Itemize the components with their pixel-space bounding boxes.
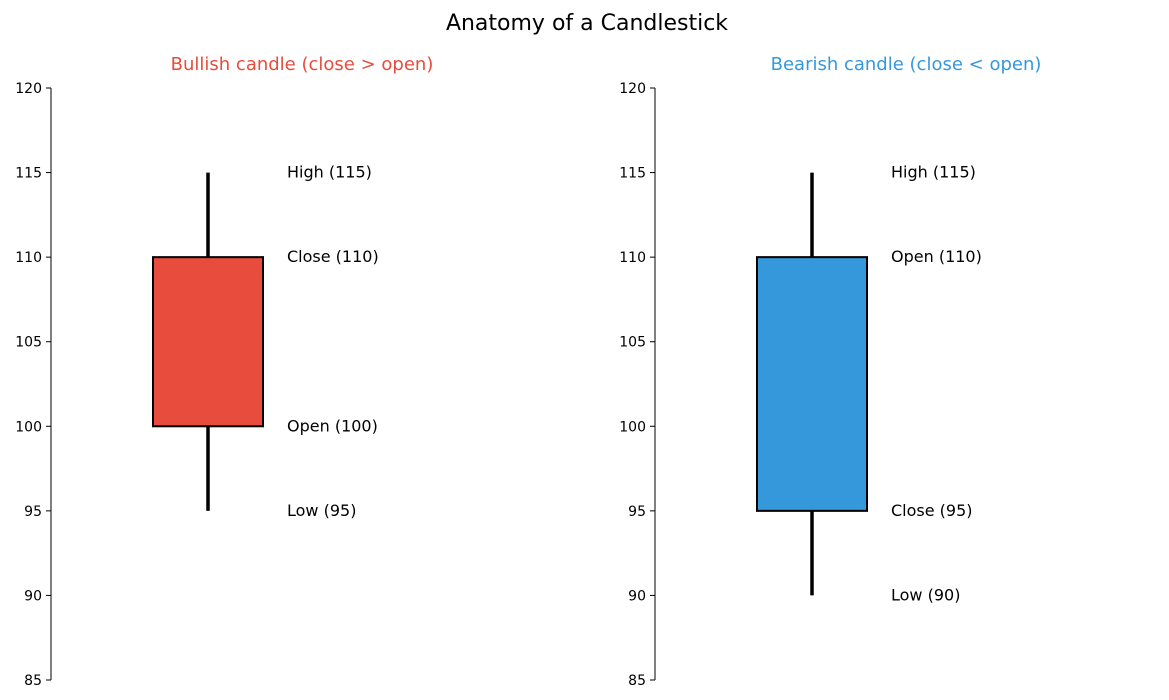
annotation-label: Low (90) <box>891 585 960 604</box>
annotation-label: Open (110) <box>891 247 982 266</box>
bullish-panel: Bullish candle (close > open) 85 90 95 100 10… <box>15 54 433 689</box>
annotation-label: Open (100) <box>287 416 378 435</box>
y-tick-label: 120 <box>619 81 646 97</box>
y-tick-label: 120 <box>15 81 42 97</box>
annotation-label: Low (95) <box>287 501 356 520</box>
y-tick-label: 110 <box>15 250 42 266</box>
panel-title: Bullish candle (close > open) <box>171 54 434 75</box>
y-tick-label: 90 <box>24 588 42 604</box>
y-tick-label: 110 <box>619 250 646 266</box>
y-tick-label: 95 <box>24 504 42 520</box>
y-tick-label: 85 <box>24 673 42 689</box>
figure-title: Anatomy of a Candlestick <box>446 11 728 36</box>
y-tick-label: 105 <box>619 335 646 351</box>
y-tick-label: 115 <box>619 166 646 182</box>
candle-body <box>756 256 868 512</box>
panel-title: Bearish candle (close < open) <box>771 54 1042 75</box>
y-tick-label: 95 <box>628 504 646 520</box>
bearish-panel: Bearish candle (close < open) 85 90 95 100 10… <box>619 54 1041 689</box>
annotation-label: High (115) <box>891 163 976 182</box>
annotation-label: Close (95) <box>891 501 973 520</box>
y-tick-label: 85 <box>628 673 646 689</box>
y-tick-label: 100 <box>619 419 646 435</box>
y-tick-label: 100 <box>15 419 42 435</box>
y-tick-label: 105 <box>15 335 42 351</box>
candle-body <box>152 256 264 428</box>
annotation-label: High (115) <box>287 163 372 182</box>
annotation-label: Close (110) <box>287 247 379 266</box>
y-tick-label: 115 <box>15 166 42 182</box>
y-tick-label: 90 <box>628 588 646 604</box>
